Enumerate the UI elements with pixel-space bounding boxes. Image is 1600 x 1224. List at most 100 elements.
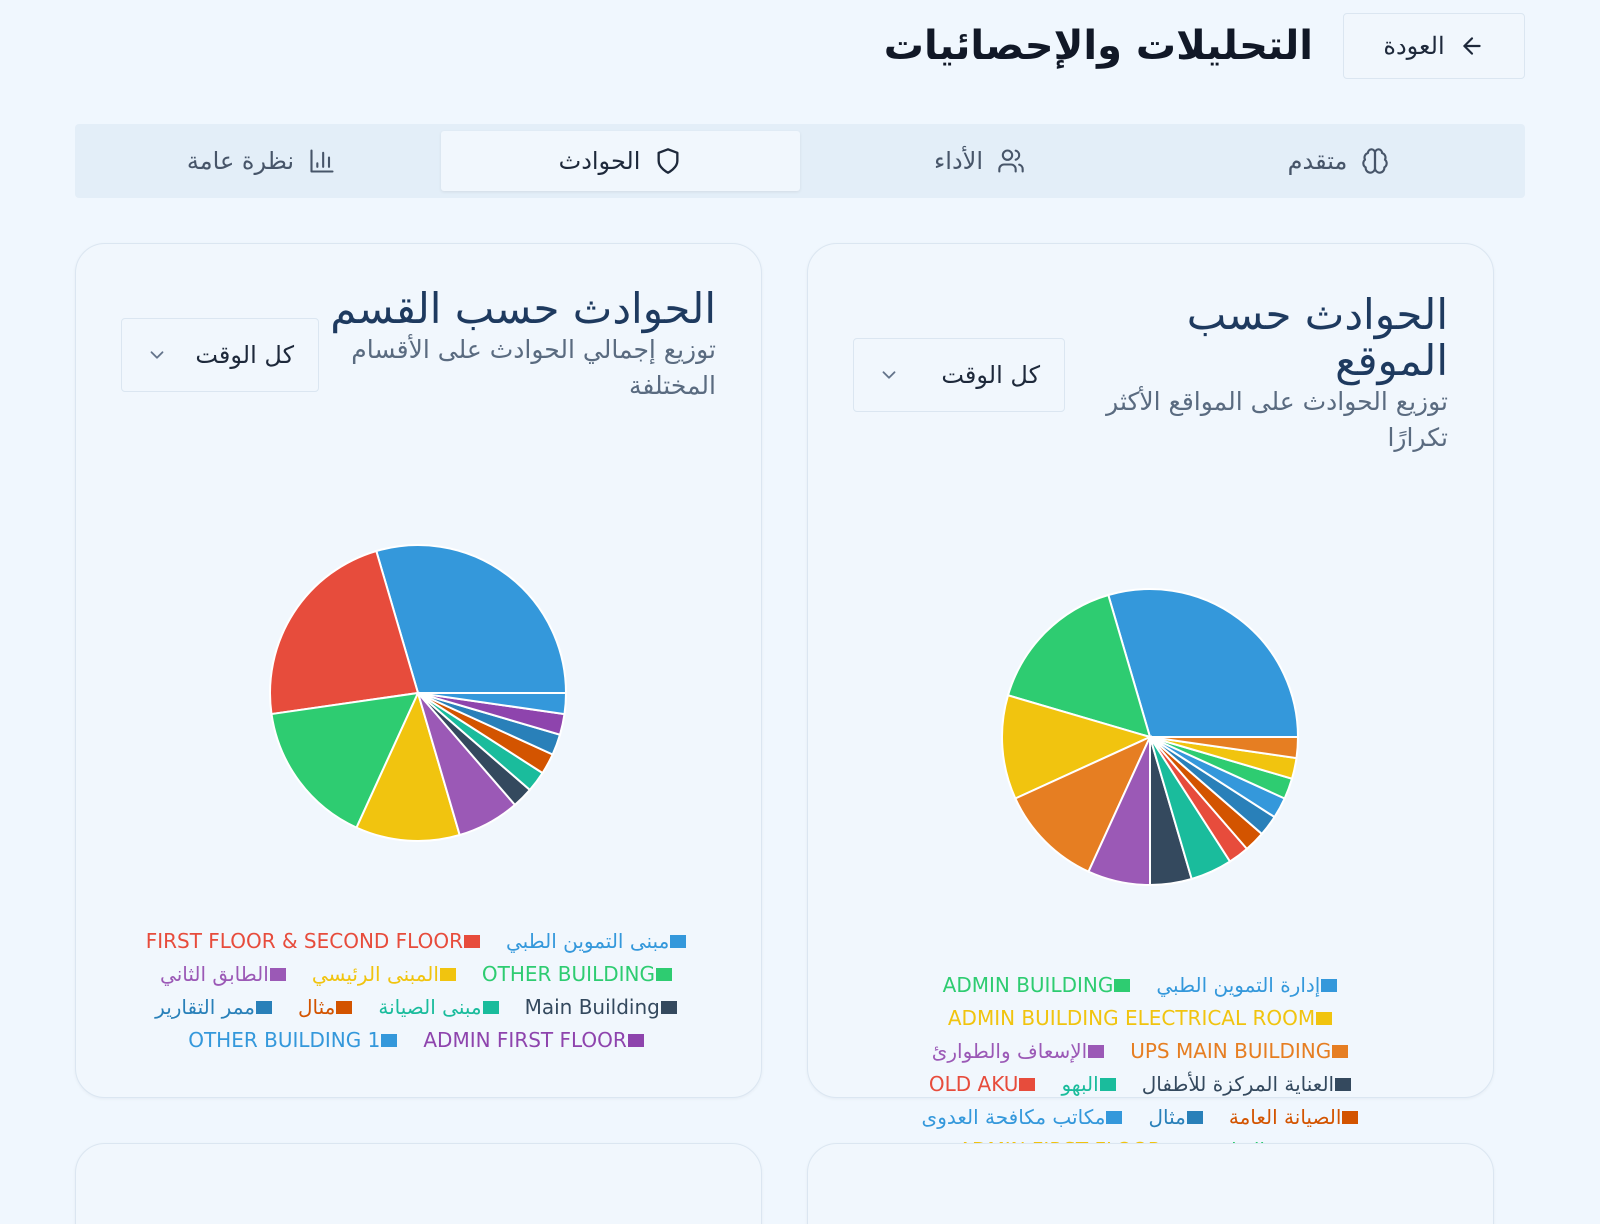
- pie-slice[interactable]: [355, 690, 461, 842]
- legend-label: مكاتب مكافحة العدوى: [921, 1105, 1106, 1129]
- legend-item[interactable]: FIRST FLOOR & SECOND FLOOR: [146, 928, 480, 955]
- bottom-right-card: [807, 1143, 1494, 1224]
- legend-item[interactable]: إدارة التموين الطبي: [1156, 972, 1338, 999]
- select-value: كل الوقت: [941, 361, 1040, 389]
- time-filter-select[interactable]: كل الوقت: [853, 338, 1065, 412]
- legend-label: مثال: [298, 995, 336, 1019]
- legend-item[interactable]: ADMIN FIRST FLOOR: [423, 1027, 644, 1054]
- pie-slice[interactable]: [1006, 593, 1152, 739]
- tab-incidents[interactable]: الحوادث: [441, 131, 800, 191]
- legend-label: OLD AKU: [928, 1072, 1019, 1096]
- legend-swatch: [482, 1001, 499, 1014]
- tab-overview[interactable]: نظرة عامة: [82, 131, 441, 191]
- legend-swatch: [1088, 1045, 1105, 1058]
- card-title: الحوادث حسب الموقع: [1186, 290, 1448, 385]
- legend-label: OTHER BUILDING 1: [188, 1028, 381, 1052]
- legend-swatch: [627, 1034, 644, 1047]
- tab-performance[interactable]: الأداء: [800, 131, 1159, 191]
- department-chart-legend: مبنى التموين الطبي FIRST FLOOR & SECOND F…: [121, 928, 711, 1054]
- legend-swatch: [381, 1034, 398, 1047]
- department-pie-chart[interactable]: [268, 543, 568, 843]
- page-title: التحليلات والإحصائيات: [883, 23, 1313, 69]
- legend-label: مثال: [1148, 1105, 1186, 1129]
- incidents-by-location-card: الحوادث حسب الموقع توزيع الحوادث على الم…: [807, 243, 1494, 1098]
- legend-item[interactable]: العناية المركزة للأطفال: [1141, 1071, 1352, 1098]
- legend-swatch: [1335, 1078, 1352, 1091]
- pie-slice[interactable]: [1014, 734, 1153, 873]
- card-subtitle: توزيع الحوادث على المواقع الأكثر تكرارًا: [1106, 387, 1448, 452]
- legend-item[interactable]: ممر التقارير: [155, 994, 272, 1021]
- incidents-by-department-card: الحوادث حسب القسم توزيع إجمالي الحوادث ع…: [75, 243, 762, 1098]
- legend-item[interactable]: ADMIN BUILDING: [943, 972, 1131, 999]
- page-header: العودة التحليلات والإحصائيات: [75, 13, 1525, 79]
- legend-label: FIRST FLOOR & SECOND FLOOR: [145, 929, 463, 953]
- legend-item[interactable]: مبنى التموين الطبي: [505, 928, 687, 955]
- back-label: العودة: [1383, 32, 1445, 60]
- legend-item[interactable]: البهو: [1061, 1071, 1116, 1098]
- legend-swatch: [1332, 1045, 1349, 1058]
- legend-item[interactable]: مثال: [298, 994, 353, 1021]
- bottom-left-card: [75, 1143, 762, 1224]
- legend-item[interactable]: مبنى الصيانة: [378, 994, 499, 1021]
- legend-label: إدارة التموين الطبي: [1156, 973, 1321, 997]
- legend-item[interactable]: مكاتب مكافحة العدوى: [922, 1104, 1123, 1131]
- legend-label: Main Building: [524, 995, 660, 1019]
- pie-slice[interactable]: [417, 692, 568, 716]
- legend-swatch: [1186, 1111, 1203, 1124]
- legend-item[interactable]: المبنى الرئيسي: [312, 961, 456, 988]
- legend-item[interactable]: OTHER BUILDING: [482, 961, 672, 988]
- legend-swatch: [660, 1001, 677, 1014]
- legend-swatch: [1019, 1078, 1036, 1091]
- legend-item[interactable]: UPS MAIN BUILDING: [1130, 1038, 1349, 1065]
- legend-label: الإسعاف والطوارئ: [931, 1039, 1088, 1063]
- legend-label: ADMIN BUILDING: [942, 973, 1114, 997]
- pie-slice[interactable]: [269, 549, 420, 716]
- tab-label: الأداء: [934, 147, 983, 175]
- time-filter-select[interactable]: كل الوقت: [121, 318, 319, 392]
- legend-swatch: [256, 1001, 272, 1014]
- card-title: الحوادث حسب القسم: [330, 284, 716, 333]
- legend-swatch: [670, 935, 687, 948]
- legend-item[interactable]: OLD AKU: [929, 1071, 1036, 1098]
- legend-label: ممر التقارير: [155, 995, 255, 1019]
- arrow-right-icon: [1462, 37, 1481, 55]
- tab-label: متقدم: [1287, 147, 1348, 175]
- legend-item[interactable]: الصيانة العامة: [1229, 1104, 1359, 1131]
- legend-item[interactable]: مثال: [1148, 1104, 1203, 1131]
- legend-swatch: [269, 968, 286, 981]
- legend-label: الصيانة العامة: [1228, 1105, 1342, 1129]
- pie-slice[interactable]: [1001, 694, 1153, 800]
- chevron-down-icon: [882, 371, 896, 379]
- legend-label: العناية المركزة للأطفال: [1141, 1072, 1335, 1096]
- legend-swatch: [655, 968, 672, 981]
- legend-label: ADMIN BUILDING ELECTRICAL ROOM: [947, 1006, 1316, 1030]
- pie-slice[interactable]: [1107, 588, 1300, 738]
- users-icon: [998, 149, 1024, 173]
- chevron-down-icon: [150, 351, 164, 359]
- legend-item[interactable]: ADMIN BUILDING ELECTRICAL ROOM: [947, 1005, 1333, 1032]
- legend-label: OTHER BUILDING: [481, 962, 655, 986]
- legend-swatch: [336, 1001, 353, 1014]
- legend-item[interactable]: الإسعاف والطوارئ: [931, 1038, 1105, 1065]
- back-button[interactable]: العودة: [1343, 13, 1525, 79]
- pie-slice[interactable]: [1149, 736, 1300, 760]
- pie-slice[interactable]: [270, 691, 420, 829]
- tab-label: نظرة عامة: [186, 147, 295, 175]
- legend-item[interactable]: Main Building: [525, 994, 677, 1021]
- legend-item[interactable]: OTHER BUILDING 1: [188, 1027, 398, 1054]
- tab-advanced[interactable]: متقدم: [1159, 131, 1518, 191]
- location-pie-chart[interactable]: [1000, 587, 1300, 887]
- brain-icon: [1362, 148, 1389, 174]
- legend-swatch: [1114, 979, 1131, 992]
- legend-label: مبنى الصيانة: [378, 995, 482, 1019]
- bar-chart-icon: [310, 149, 334, 173]
- legend-label: مبنى التموين الطبي: [505, 929, 670, 953]
- tabs-bar: متقدم الأداء الحوادث نظرة عامة: [75, 124, 1525, 198]
- pie-slice[interactable]: [375, 544, 568, 694]
- legend-swatch: [1342, 1111, 1359, 1124]
- legend-item[interactable]: الطابق الثاني: [160, 961, 286, 988]
- select-value: كل الوقت: [195, 341, 294, 369]
- legend-swatch: [1321, 979, 1338, 992]
- legend-label: البهو: [1061, 1072, 1099, 1096]
- legend-swatch: [463, 935, 480, 948]
